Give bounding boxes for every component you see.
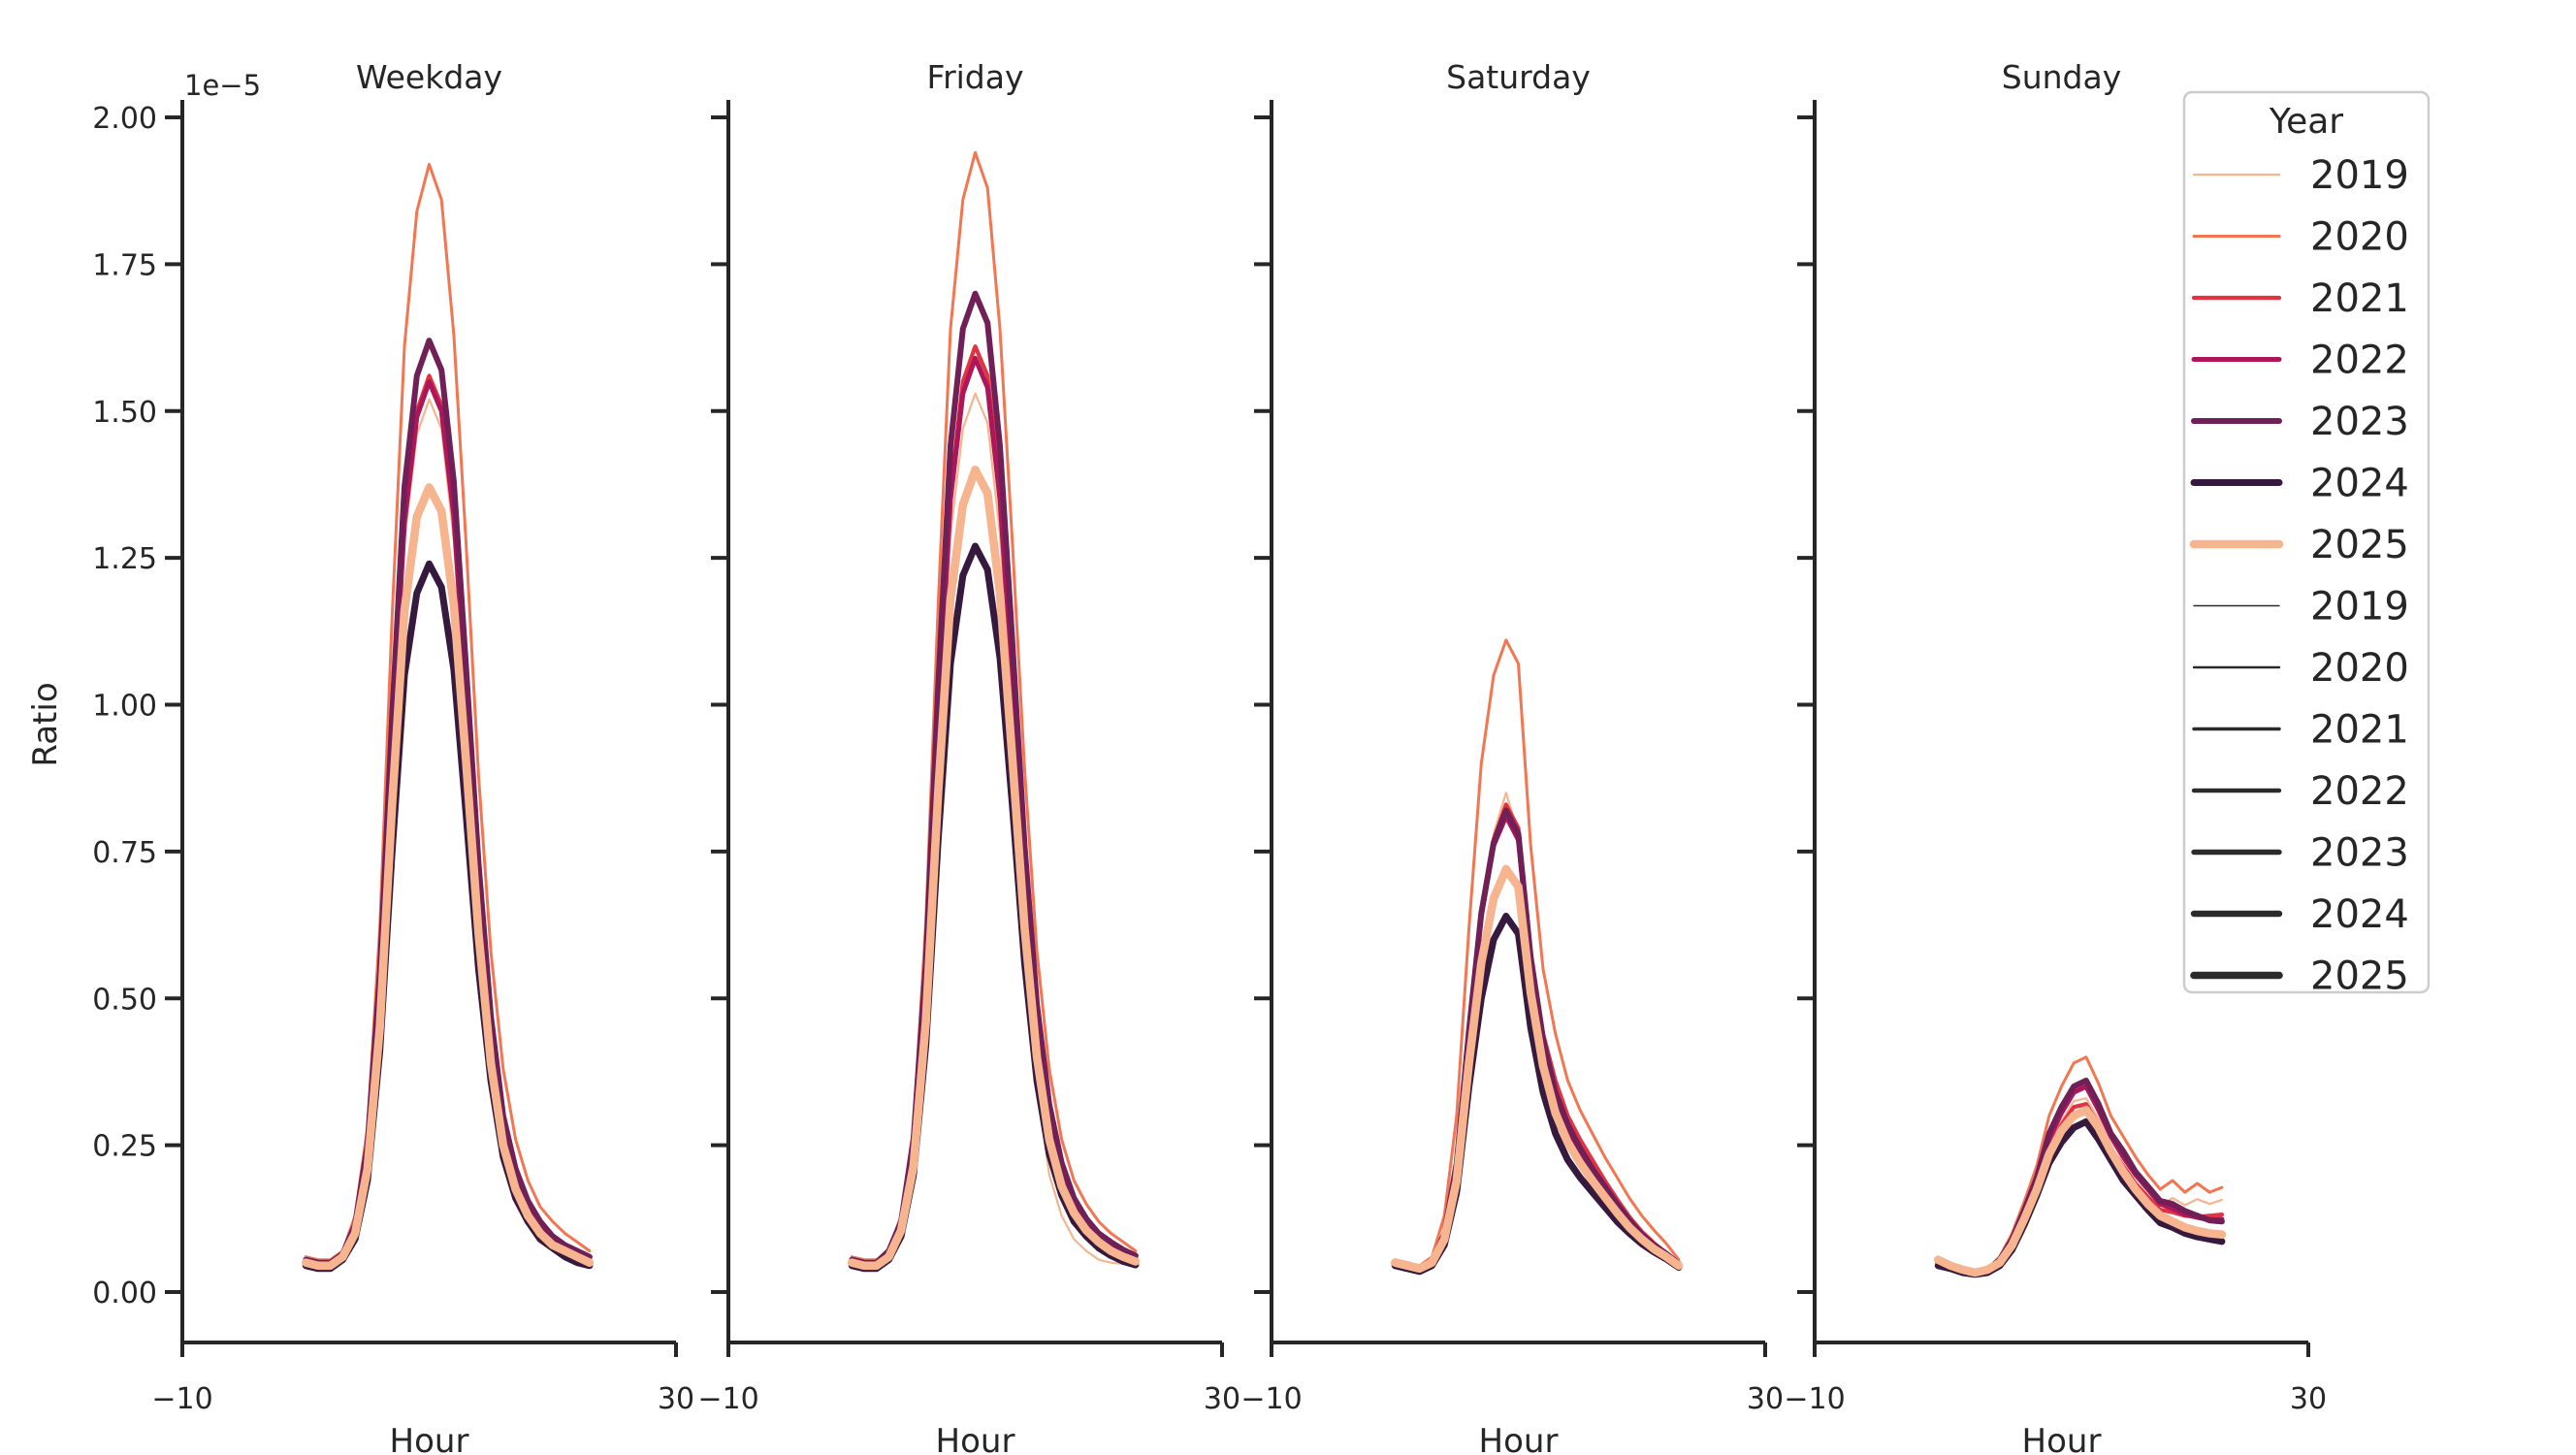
subplot-title-friday: Friday	[926, 58, 1023, 96]
legend-label: 2023	[2310, 400, 2409, 444]
figure-labels: Ratio 1e−5	[26, 69, 261, 767]
legend-item-size-2025: 2025	[2190, 954, 2409, 999]
legend-label: 2019	[2310, 153, 2409, 198]
x-tick-label: −10	[1240, 1382, 1302, 1416]
legend-label: 2025	[2310, 954, 2409, 999]
x-tick-label: 30	[658, 1382, 694, 1416]
line-weekday-2021	[304, 373, 593, 1265]
legend-item-hue-2024: 2024	[2190, 462, 2409, 506]
line-weekday-2020	[304, 162, 592, 1262]
subplot-title-saturday: Saturday	[1446, 58, 1591, 96]
y-tick-label: 0.25	[92, 1130, 157, 1164]
line-sunday-2025	[1934, 1106, 2227, 1277]
legend-item-hue-2019: 2019	[2192, 153, 2409, 198]
y-axis-offset-label: 1e−5	[184, 69, 261, 102]
legend-item-hue-2021: 2021	[2191, 276, 2409, 321]
legend-item-size-2020: 2020	[2192, 646, 2409, 691]
line-friday-2020	[850, 150, 1138, 1262]
x-axis-label: Hour	[1479, 1422, 1559, 1455]
subplot-saturday: −10 30 Saturday Hour	[1240, 58, 1784, 1455]
subplot-title-sunday: Sunday	[2002, 58, 2121, 96]
legend-item-size-2022: 2022	[2191, 769, 2409, 814]
y-tick-label: 0.75	[92, 836, 157, 870]
legend-label: 2020	[2310, 646, 2409, 691]
line-sunday-2024	[1934, 1117, 2226, 1278]
legend-label: 2025	[2310, 523, 2409, 567]
y-tick-label: 1.75	[92, 248, 157, 282]
line-saturday-2020	[1393, 638, 1681, 1268]
legend-label: 2024	[2310, 892, 2409, 937]
legend-title: Year	[2269, 102, 2343, 142]
x-tick-label: −10	[151, 1382, 212, 1416]
line-saturday-2025	[1391, 864, 1684, 1274]
y-axis-label: Ratio	[26, 682, 65, 766]
line-saturday-2024	[1391, 913, 1683, 1276]
x-axis-label: Hour	[936, 1422, 1015, 1455]
subplot-title-weekday: Weekday	[356, 58, 502, 96]
legend-frame	[2182, 90, 2431, 994]
legend-label: 2021	[2310, 276, 2409, 321]
x-tick-label: 30	[1204, 1382, 1240, 1416]
line-friday-2024	[848, 542, 1140, 1273]
legend-item-size-2024: 2024	[2190, 892, 2409, 937]
line-weekday-2022	[303, 379, 593, 1266]
legend-label: 2022	[2310, 769, 2409, 814]
x-tick-label: 30	[2290, 1382, 2327, 1416]
legend: Year 2019 2020 2021 2022 2023 2024 2025 2019 2020…	[2182, 90, 2431, 999]
subplot-friday: −10 30 Friday Hour	[697, 58, 1240, 1455]
x-axis-label: Hour	[2022, 1422, 2102, 1455]
legend-label: 2024	[2310, 462, 2409, 506]
x-tick-label: 30	[1747, 1382, 1784, 1416]
line-weekday-2024	[302, 560, 594, 1273]
legend-item-hue-2023: 2023	[2191, 400, 2409, 444]
legend-label: 2023	[2310, 831, 2409, 876]
y-tick-label: 1.50	[92, 396, 157, 430]
y-tick-label: 1.25	[92, 542, 157, 576]
line-friday-2025	[847, 465, 1141, 1271]
subplot-sunday: −10 30 Sunday Hour	[1784, 58, 2327, 1455]
legend-item-size-2021: 2021	[2192, 708, 2409, 753]
y-tick-label: 1.00	[92, 690, 157, 724]
legend-item-size-2019: 2019	[2193, 585, 2409, 630]
x-axis-label: Hour	[390, 1422, 469, 1455]
subplot-weekday: 0.00 0.25 0.50 0.75 1.00 1.25 1.50 1.75 2.00 −10 3…	[92, 58, 694, 1455]
x-tick-label: −10	[1784, 1382, 1845, 1416]
legend-label: 2019	[2310, 585, 2409, 630]
legend-label: 2021	[2310, 708, 2409, 753]
line-weekday-2025	[301, 483, 595, 1271]
legend-item-hue-2022: 2022	[2191, 339, 2409, 383]
legend-label: 2020	[2310, 215, 2409, 260]
legend-item-hue-2025: 2025	[2189, 523, 2409, 567]
legend-item-hue-2020: 2020	[2192, 215, 2409, 260]
y-tick-label: 2.00	[92, 102, 157, 136]
line-friday-2022	[849, 355, 1139, 1266]
x-tick-label: −10	[697, 1382, 758, 1416]
y-tick-label: 0.00	[92, 1277, 157, 1310]
legend-item-size-2023: 2023	[2191, 831, 2409, 876]
legend-label: 2022	[2310, 339, 2409, 383]
y-tick-label: 0.50	[92, 983, 157, 1017]
